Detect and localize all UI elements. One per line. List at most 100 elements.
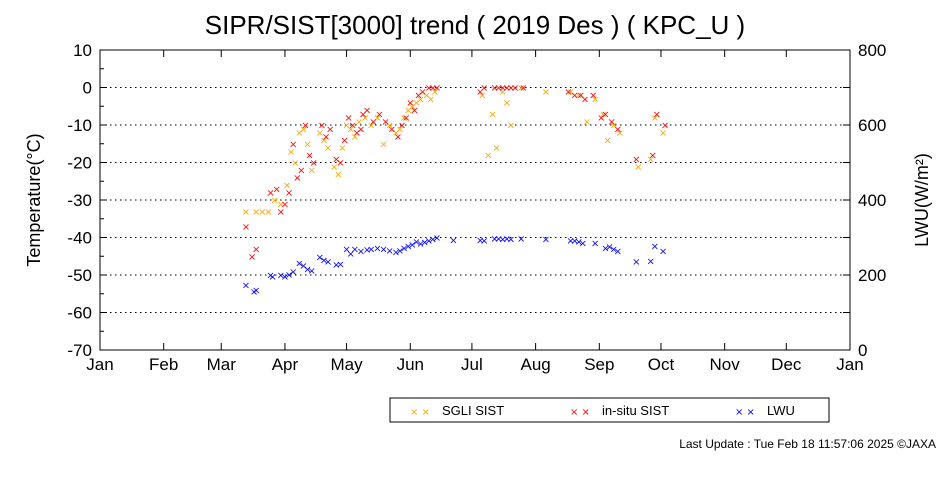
data-point: × <box>310 158 318 169</box>
data-point: × <box>307 166 315 177</box>
data-point: × <box>351 132 359 143</box>
data-point: × <box>494 234 502 245</box>
data-point: × <box>359 109 367 120</box>
data-point: × <box>392 247 400 258</box>
data-point: × <box>476 87 484 98</box>
data-point: × <box>599 109 607 120</box>
data-point: × <box>242 207 250 218</box>
data-point: × <box>367 244 375 255</box>
data-point: × <box>490 83 498 94</box>
data-point: × <box>342 121 350 132</box>
data-point: × <box>597 113 605 124</box>
x-tick-label: Mar <box>207 355 237 374</box>
data-point: × <box>503 83 511 94</box>
data-point: × <box>324 143 332 154</box>
data-point: × <box>412 98 420 109</box>
data-point: × <box>579 238 587 249</box>
data-point: × <box>375 109 383 120</box>
data-point: × <box>336 158 344 169</box>
data-point: × <box>379 244 387 255</box>
data-point: × <box>427 94 435 105</box>
data-point: × <box>357 247 365 258</box>
data-point: × <box>404 106 412 117</box>
data-point: × <box>264 207 272 218</box>
data-point: × <box>591 94 599 105</box>
data-point: × <box>316 253 324 264</box>
data-point: × <box>490 234 498 245</box>
data-point: × <box>266 188 274 199</box>
data-point: × <box>646 256 654 267</box>
data-point: × <box>581 94 589 105</box>
data-point: × <box>266 271 274 282</box>
data-point: × <box>410 106 418 117</box>
data-point: × <box>299 124 307 135</box>
x-tick-label: Sep <box>584 355 614 374</box>
x-tick-label: Dec <box>771 355 802 374</box>
x-tick-label: Jan <box>86 355 113 374</box>
legend-marker: × × <box>410 407 430 418</box>
data-point: × <box>388 124 396 135</box>
data-point: × <box>418 87 426 98</box>
y2-tick-label: 400 <box>858 191 886 210</box>
data-point: × <box>301 121 309 132</box>
data-point: × <box>507 83 515 94</box>
data-point: × <box>258 207 266 218</box>
data-point: × <box>283 181 291 192</box>
left-axis: -70 -60 -50 -40 -30 -20 -10 0 10 <box>67 41 850 360</box>
data-point: × <box>517 83 525 94</box>
data-point: × <box>601 244 609 255</box>
data-point: × <box>659 128 667 139</box>
y2-tick-label: 600 <box>858 116 886 135</box>
x-tick-label: May <box>331 355 364 374</box>
y2-tick-label: 800 <box>858 41 886 60</box>
data-point: × <box>577 91 585 102</box>
data-point: × <box>281 272 289 283</box>
y2-axis-title: LWU(W/m²) <box>912 153 932 247</box>
data-point: × <box>607 117 615 128</box>
data-point: × <box>431 87 439 98</box>
data-point: × <box>381 117 389 128</box>
legend-marker: × × <box>570 407 590 418</box>
data-point: × <box>425 236 433 247</box>
data-point: × <box>334 169 342 180</box>
data-point: × <box>484 151 492 162</box>
data-point: × <box>605 242 613 253</box>
data-point: × <box>242 222 250 233</box>
data-point: × <box>248 252 256 263</box>
y-tick-label: -50 <box>67 266 92 285</box>
data-point: × <box>480 236 488 247</box>
legend: × × SGLI SIST × × in-situ SIST × × LWU <box>389 397 830 423</box>
x-tick-label: Jan <box>836 355 863 374</box>
data-point: × <box>394 132 402 143</box>
data-point: × <box>449 235 457 246</box>
data-point: × <box>277 271 285 282</box>
data-point: × <box>476 235 484 246</box>
data-point: × <box>400 113 408 124</box>
data-point: × <box>429 235 437 246</box>
data-point: × <box>295 259 303 270</box>
grid-lines <box>100 87 850 313</box>
data-point: × <box>408 102 416 113</box>
data-point: × <box>270 196 278 207</box>
data-point: × <box>517 234 525 245</box>
data-point: × <box>610 121 618 132</box>
data-point: × <box>277 199 285 210</box>
y-tick-label: 0 <box>83 79 92 98</box>
data-point: × <box>332 260 340 271</box>
y-tick-label: -20 <box>67 154 92 173</box>
data-point: × <box>566 236 574 247</box>
data-point: × <box>499 83 507 94</box>
data-point: × <box>386 121 394 132</box>
data-point: × <box>373 244 381 255</box>
data-point: × <box>318 121 326 132</box>
data-point: × <box>429 83 437 94</box>
data-point: × <box>326 124 334 135</box>
data-point: × <box>425 83 433 94</box>
data-point: × <box>423 91 431 102</box>
chart-title: SIPR/SIST[3000] trend ( 2019 Des ) ( KPC… <box>205 10 745 40</box>
data-point: × <box>392 128 400 139</box>
data-point: × <box>564 87 572 98</box>
data-point: × <box>346 249 354 260</box>
data-point: × <box>252 286 260 297</box>
data-point: × <box>634 162 642 173</box>
